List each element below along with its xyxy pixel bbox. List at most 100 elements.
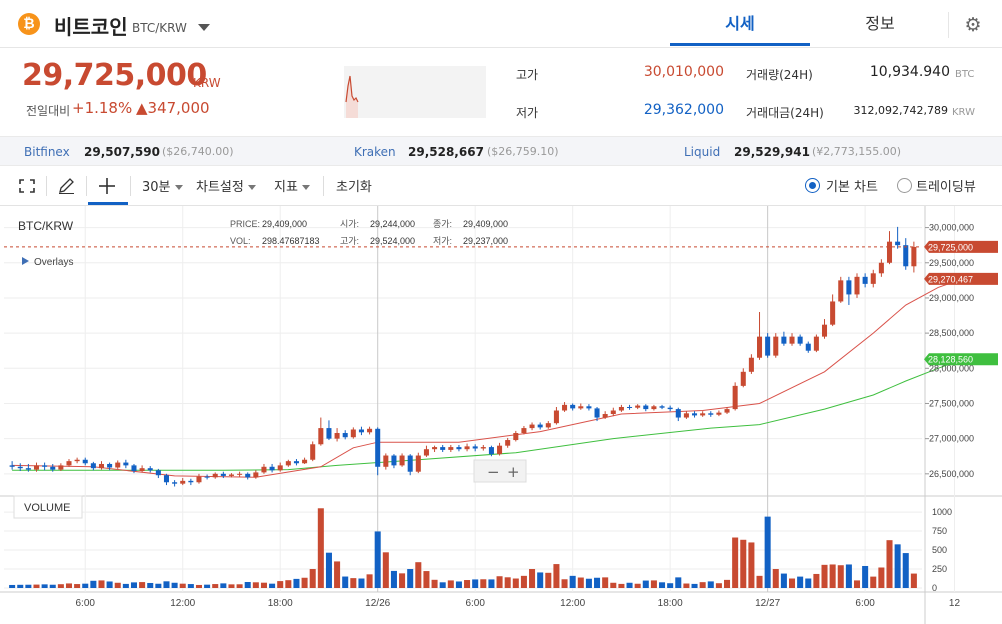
price-tick-label: 29,000,000 <box>929 293 974 303</box>
tab-info[interactable]: 정보 <box>865 14 895 33</box>
indicators-menu[interactable]: 지표 <box>274 176 310 195</box>
time-tick-label: 6:00 <box>855 598 875 609</box>
trade-value-unit: KRW <box>952 107 975 118</box>
legend-close: 29,409,000 <box>463 219 508 229</box>
high-value: 30,010,000 <box>643 64 724 80</box>
volume-bar <box>220 583 227 588</box>
candle-body <box>797 336 803 344</box>
candle-body <box>391 455 397 466</box>
candle-body <box>302 459 308 464</box>
chart-grid <box>0 206 1002 624</box>
coin-pair[interactable]: BTC/KRW <box>132 21 187 35</box>
volume-bar <box>480 579 487 588</box>
volume-bar <box>342 576 349 588</box>
volume-bar <box>260 582 267 588</box>
exchange-usd-bitfinex: ($26,740.00) <box>162 145 234 158</box>
candle-body <box>204 476 210 478</box>
sparkline <box>344 66 486 118</box>
volume-bar <box>155 583 162 588</box>
volume-bar <box>187 584 194 588</box>
candle-body <box>497 445 503 455</box>
tradingview-label[interactable]: 트레이딩뷰 <box>916 180 976 195</box>
candle-body <box>50 466 56 470</box>
volume-bar <box>862 565 869 588</box>
volume-bar <box>90 580 97 588</box>
candle-body <box>748 357 754 372</box>
price-tick-label: 30,000,000 <box>929 223 974 233</box>
volume-bar <box>57 584 64 588</box>
candle-body <box>675 409 681 418</box>
candle-body <box>659 406 665 408</box>
volume-bar <box>147 582 154 588</box>
candle-body <box>716 412 722 415</box>
chart-settings-menu[interactable]: 차트설정 <box>196 176 256 195</box>
candle-body <box>870 273 876 284</box>
volume-bar <box>431 579 438 588</box>
candle-body <box>107 463 113 468</box>
overlays-toggle[interactable]: Overlays <box>34 257 73 268</box>
volume-bar <box>163 581 170 588</box>
candle-body <box>123 462 129 466</box>
volume-bar <box>25 584 32 588</box>
ma-short-line <box>12 278 963 478</box>
volume-bar <box>139 582 146 588</box>
volume-bar <box>805 578 812 588</box>
volume-bar <box>41 584 48 588</box>
legend-price-label: PRICE: <box>230 219 260 229</box>
candle-body <box>115 462 121 468</box>
interval-select[interactable]: 30분 <box>142 176 183 195</box>
basic-chart-label[interactable]: 기본 차트 <box>826 180 878 195</box>
volume-tick-label: 1000 <box>932 507 952 517</box>
price-chart[interactable]: 30,000,000 29,500,000 29,000,000 28,500,000… <box>0 206 1002 624</box>
volume-bar <box>520 575 527 588</box>
volume-bars <box>9 508 917 588</box>
candle-body <box>188 480 194 483</box>
candle-body <box>456 447 462 450</box>
crosshair-icon[interactable] <box>99 178 115 194</box>
reset-button[interactable]: 초기화 <box>336 180 372 195</box>
volume-bar <box>325 552 332 588</box>
candle-body <box>98 463 105 469</box>
candle-body <box>334 433 340 439</box>
candle-body <box>529 424 535 429</box>
volume-bar <box>878 567 885 588</box>
legend-low-label: 저가: <box>433 236 452 246</box>
radio-tradingview[interactable] <box>897 178 912 193</box>
time-tick-label: 18:00 <box>658 598 683 609</box>
caret-right-icon[interactable] <box>22 257 29 265</box>
volume-value: 10,934.940 <box>869 64 950 80</box>
trade-value: 312,092,742,789 <box>853 104 948 117</box>
exchange-usd-kraken: ($26,759.10) <box>487 145 559 158</box>
radio-basic-chart[interactable] <box>805 178 820 193</box>
candle-body <box>245 473 251 478</box>
candle-body <box>293 461 299 464</box>
change-label: 전일대비 <box>26 104 71 118</box>
trade-value-label: 거래대금(24H) <box>746 106 824 120</box>
volume-bar <box>870 576 877 588</box>
volume-bar <box>675 577 682 588</box>
pencil-icon[interactable] <box>58 178 75 194</box>
candle-body <box>423 449 429 456</box>
candle-body <box>237 473 243 475</box>
volume-bar <box>894 544 901 588</box>
volume-bar <box>106 581 113 588</box>
exchange-prices: Bitfinex 29,507,590 ($26,740.00) Kraken … <box>0 136 1002 166</box>
candle-body <box>269 466 275 471</box>
volume-unit: BTC <box>955 69 975 80</box>
current-price: 29,725,000 <box>22 58 207 93</box>
candle-body <box>472 446 478 449</box>
volume-bar <box>317 508 324 588</box>
candle-body <box>878 262 884 274</box>
price-tag-label: 29,725,000 <box>928 242 973 252</box>
zoom-in-button[interactable]: + <box>507 463 520 481</box>
volume-tick-label: 750 <box>932 526 947 536</box>
gear-icon[interactable]: ⚙ <box>964 14 982 36</box>
toolbar-divider <box>86 176 87 196</box>
volume-bar <box>650 580 657 588</box>
fullscreen-icon[interactable] <box>19 179 35 193</box>
chevron-down-icon[interactable] <box>198 24 210 31</box>
tab-price[interactable]: 시세 <box>670 0 810 46</box>
volume-bar <box>837 565 844 588</box>
zoom-out-button[interactable]: − <box>487 463 500 481</box>
price-tag <box>924 240 998 253</box>
